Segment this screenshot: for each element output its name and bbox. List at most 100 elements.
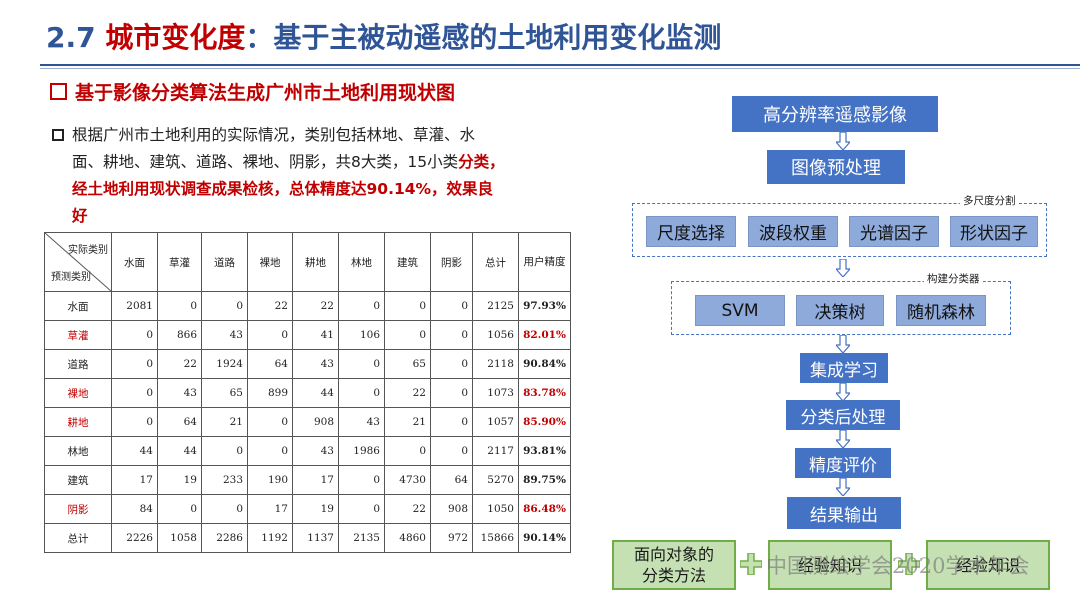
- confusion-matrix-table: 实际类别 预测类别 水面 草灌 道路 裸地 耕地 林地 建筑 阴影 总计 用户精…: [44, 232, 571, 553]
- table-cell: 15866: [472, 523, 519, 553]
- paragraph-line-2: 面、耕地、建筑、道路、裸地、阴影，共8大类，15小类: [72, 153, 459, 171]
- down-arrow-icon: [836, 132, 850, 150]
- table-cell: 64: [247, 349, 293, 379]
- flow-item-spectral-factor: 光谱因子: [849, 216, 939, 247]
- table-cell: 17: [111, 465, 158, 495]
- table-cell: 17: [292, 465, 339, 495]
- table-row: 总计 2226 1058 2286 1192 1137 2135 4860 972 15866 90…: [44, 523, 571, 553]
- table-cell: 43: [201, 320, 248, 350]
- table-cell: 22: [292, 291, 339, 321]
- table-cell: 2118: [472, 349, 519, 379]
- table-cell: 0: [201, 436, 248, 466]
- table-cell: 0: [111, 320, 158, 350]
- table-cell: 43: [338, 407, 385, 437]
- table-cell: 43: [157, 378, 202, 408]
- row-class-name: 裸地: [44, 378, 112, 408]
- bullet-square-icon: [52, 129, 64, 141]
- table-cell: 21: [201, 407, 248, 437]
- table-cell: 0: [430, 407, 473, 437]
- table-cell: 0: [430, 349, 473, 379]
- table-cell: 0: [247, 320, 293, 350]
- down-arrow-icon: [836, 259, 850, 277]
- table-cell: 2125: [472, 291, 519, 321]
- col-header: 阴影: [430, 232, 473, 292]
- table-cell: 0: [338, 291, 385, 321]
- flow-step-remote-sensing-image: 高分辨率遥感影像: [732, 96, 938, 132]
- table-cell: 0: [338, 349, 385, 379]
- col-header: 草灌: [157, 232, 202, 292]
- table-cell: 0: [384, 436, 431, 466]
- table-cell: 44: [292, 378, 339, 408]
- table-cell: 1058: [157, 523, 202, 553]
- title-suffix: ：基于主被动遥感的土地利用变化监测: [245, 21, 722, 54]
- table-cell: 64: [157, 407, 202, 437]
- col-header: 耕地: [292, 232, 339, 292]
- user-accuracy-cell: 83.78%: [518, 378, 571, 408]
- title-divider: [40, 64, 1080, 66]
- paragraph-line-3: 经土地利用现状调查成果检核，总体精度达90.14%，效果良: [72, 180, 494, 198]
- flow-item-svm: SVM: [695, 295, 785, 326]
- table-cell: 1137: [292, 523, 339, 553]
- table-cell: 106: [338, 320, 385, 350]
- table-cell: 190: [247, 465, 293, 495]
- table-cell: 0: [430, 320, 473, 350]
- user-accuracy-cell: 89.75%: [518, 465, 571, 495]
- table-cell: 4730: [384, 465, 431, 495]
- user-accuracy-cell: 82.01%: [518, 320, 571, 350]
- segmentation-group: [632, 203, 1047, 257]
- table-cell: 44: [157, 436, 202, 466]
- col-header: 水面: [111, 232, 158, 292]
- down-arrow-icon: [836, 383, 850, 401]
- down-arrow-icon: [836, 478, 850, 496]
- table-cell: 43: [292, 349, 339, 379]
- table-cell: 1050: [472, 494, 519, 524]
- section-subtitle: 基于影像分类算法生成广州市土地利用现状图: [50, 78, 455, 105]
- table-cell: 908: [430, 494, 473, 524]
- table-cell: 43: [292, 436, 339, 466]
- paragraph-line-1: 根据广州市土地利用的实际情况，类别包括林地、草灌、水: [72, 126, 476, 144]
- down-arrow-icon: [836, 335, 850, 353]
- user-accuracy-cell: 85.90%: [518, 407, 571, 437]
- col-header: 建筑: [384, 232, 431, 292]
- flow-step-result-output: 结果输出: [787, 497, 901, 529]
- table-cell: 0: [247, 407, 293, 437]
- table-row: 建筑 17 19 233 190 17 0 4730 64 5270 89.75%: [44, 465, 571, 495]
- table-cell: 0: [247, 436, 293, 466]
- table-cell: 17: [247, 494, 293, 524]
- table-cell: 1056: [472, 320, 519, 350]
- description-paragraph: 根据广州市土地利用的实际情况，类别包括林地、草灌、水 面、耕地、建筑、道路、裸地…: [52, 122, 572, 230]
- flow-item-random-forest: 随机森林: [896, 295, 986, 326]
- corner-top-label: 实际类别: [68, 245, 108, 256]
- col-header: 裸地: [247, 232, 293, 292]
- row-class-name: 林地: [44, 436, 112, 466]
- table-cell: 21: [384, 407, 431, 437]
- table-cell: 0: [338, 494, 385, 524]
- method-box-object-oriented: 面向对象的 分类方法: [612, 540, 736, 590]
- flow-step-post-processing: 分类后处理: [786, 400, 900, 430]
- table-cell: 0: [157, 494, 202, 524]
- table-body: 水面 2081 0 0 22 22 0 0 0 2125 97.93% 草灌 0 866 43 0 41 106 0…: [44, 291, 571, 553]
- table-row: 阴影 84 0 0 17 19 0 22 908 1050 86.48%: [44, 494, 571, 524]
- table-cell: 972: [430, 523, 473, 553]
- corner-bottom-label: 预测类别: [51, 272, 91, 283]
- segmentation-group-label: 多尺度分割: [960, 193, 1019, 208]
- table-cell: 22: [384, 378, 431, 408]
- table-cell: 233: [201, 465, 248, 495]
- table-cell: 0: [201, 291, 248, 321]
- table-cell: 22: [157, 349, 202, 379]
- table-cell: 0: [430, 378, 473, 408]
- table-cell: 0: [430, 436, 473, 466]
- table-cell: 5270: [472, 465, 519, 495]
- title-divider-thin: [40, 68, 1080, 69]
- table-cell: 1057: [472, 407, 519, 437]
- title-highlight: 城市变化度: [105, 21, 246, 54]
- user-accuracy-cell: 93.81%: [518, 436, 571, 466]
- table-cell: 65: [201, 378, 248, 408]
- table-cell: 2117: [472, 436, 519, 466]
- subtitle-text: 基于影像分类算法生成广州市土地利用现状图: [75, 82, 456, 104]
- table-cell: 0: [157, 291, 202, 321]
- paragraph-text: 根据广州市土地利用的实际情况，类别包括林地、草灌、水 面、耕地、建筑、道路、裸地…: [72, 122, 572, 230]
- table-cell: 0: [111, 378, 158, 408]
- table-cell: 1192: [247, 523, 293, 553]
- table-cell: 1924: [201, 349, 248, 379]
